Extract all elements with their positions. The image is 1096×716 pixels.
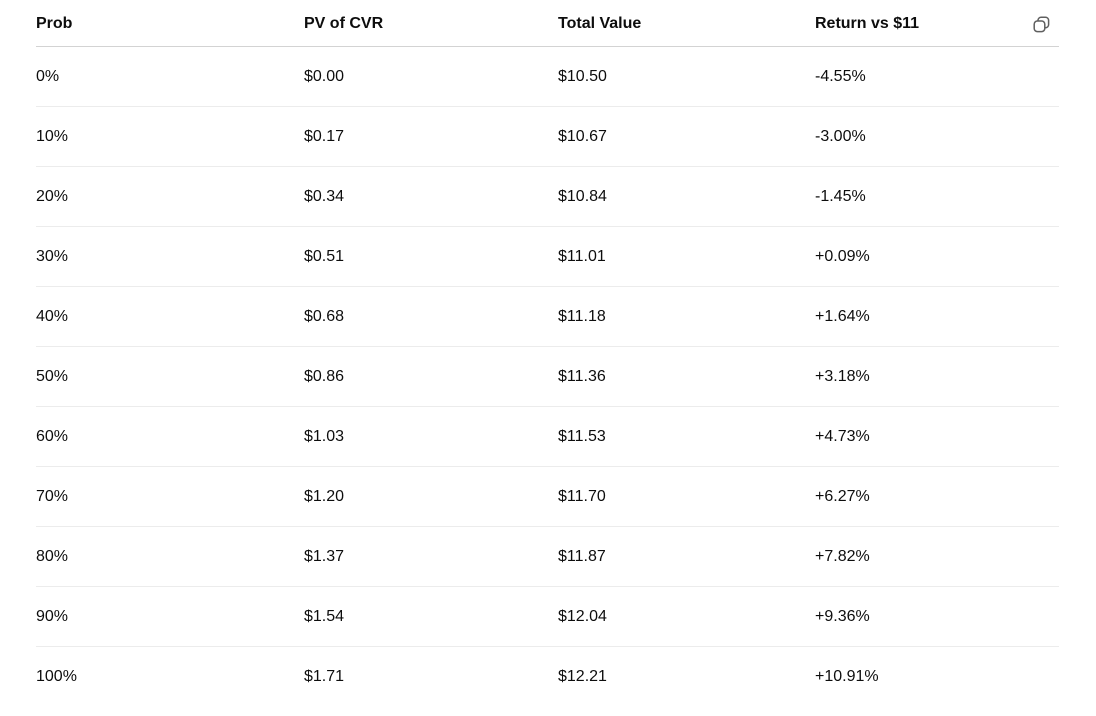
cell-pv-of-cvr: $1.54 bbox=[304, 586, 558, 647]
cell-prob: 0% bbox=[36, 46, 304, 107]
copy-icon bbox=[1032, 15, 1049, 32]
header-row: Prob PV of CVR Total Value Return vs $11 bbox=[36, 0, 1059, 47]
cell-return-vs-11: -4.55% bbox=[815, 46, 1059, 107]
cell-return-vs-11: +10.91% bbox=[815, 668, 879, 685]
column-header-total-value: Total Value bbox=[558, 0, 815, 47]
cell-return-vs-11: +4.73% bbox=[815, 406, 1059, 467]
cell-prob: 50% bbox=[36, 346, 304, 407]
table-row: 60% $1.03 $11.53 +4.73% bbox=[36, 406, 1059, 467]
cell-return-vs-11: -3.00% bbox=[815, 106, 1059, 167]
cell-pv-of-cvr: $1.03 bbox=[304, 406, 558, 467]
table-header: Prob PV of CVR Total Value Return vs $11 bbox=[36, 0, 1059, 47]
column-header-return-vs-11: Return vs $11 bbox=[815, 0, 1059, 47]
cell-total-value: $10.84 bbox=[558, 166, 815, 227]
table-row: 50% $0.86 $11.36 +3.18% bbox=[36, 346, 1059, 407]
cell-total-value: $11.36 bbox=[558, 346, 815, 407]
table-row: 80% $1.37 $11.87 +7.82% bbox=[36, 526, 1059, 587]
table-body: 0% $0.00 $10.50 -4.55% 10% $0.17 $10.67 … bbox=[36, 46, 1059, 707]
cell-prob: 100% bbox=[36, 668, 77, 685]
cell-return-vs-11: +6.27% bbox=[815, 466, 1059, 527]
table-row: 20% $0.34 $10.84 -1.45% bbox=[36, 166, 1059, 227]
table-row: 70% $1.20 $11.70 +6.27% bbox=[36, 466, 1059, 527]
cell-total-value: $10.50 bbox=[558, 46, 815, 107]
cell-return-vs-11: -1.45% bbox=[815, 166, 1059, 227]
copy-button[interactable] bbox=[1029, 12, 1053, 36]
cell-prob: 60% bbox=[36, 406, 304, 467]
cell-pv-of-cvr: $0.86 bbox=[304, 346, 558, 407]
table-row: 10% $0.17 $10.67 -3.00% bbox=[36, 106, 1059, 167]
cell-prob: 90% bbox=[36, 586, 304, 647]
cell-pv-of-cvr: $0.51 bbox=[304, 226, 558, 287]
column-header-pv-of-cvr: PV of CVR bbox=[304, 0, 558, 47]
cell-total-value: $11.53 bbox=[558, 406, 815, 467]
cell-return-vs-11: +7.82% bbox=[815, 526, 1059, 587]
cell-pv-of-cvr: $1.20 bbox=[304, 466, 558, 527]
cell-pv-of-cvr: $0.17 bbox=[304, 106, 558, 167]
cell-pv-of-cvr: $0.34 bbox=[304, 166, 558, 227]
table-row: 40% $0.68 $11.18 +1.64% bbox=[36, 286, 1059, 347]
cell-pv-of-cvr: $0.68 bbox=[304, 286, 558, 347]
cell-prob: 20% bbox=[36, 166, 304, 227]
table-row: 100% $1.71 $12.21 +10.91% bbox=[36, 647, 1059, 707]
cell-pv-of-cvr: $1.71 bbox=[304, 668, 345, 685]
cell-total-value: $12.21 bbox=[558, 668, 607, 685]
cell-return-vs-11: +9.36% bbox=[815, 586, 1059, 647]
cell-prob: 30% bbox=[36, 226, 304, 287]
cell-prob: 80% bbox=[36, 526, 304, 587]
cell-prob: 40% bbox=[36, 286, 304, 347]
cell-total-value: $11.70 bbox=[558, 466, 815, 527]
cell-return-vs-11: +3.18% bbox=[815, 346, 1059, 407]
cell-return-vs-11: +0.09% bbox=[815, 226, 1059, 287]
cell-return-vs-11: +1.64% bbox=[815, 286, 1059, 347]
cell-prob: 10% bbox=[36, 106, 304, 167]
table-row: 0% $0.00 $10.50 -4.55% bbox=[36, 46, 1059, 107]
cell-total-value: $12.04 bbox=[558, 586, 815, 647]
cell-total-value: $11.18 bbox=[558, 286, 815, 347]
table-card: Prob PV of CVR Total Value Return vs $11… bbox=[36, 0, 1059, 706]
table-row: 90% $1.54 $12.04 +9.36% bbox=[36, 586, 1059, 647]
cell-prob: 70% bbox=[36, 466, 304, 527]
cell-pv-of-cvr: $1.37 bbox=[304, 526, 558, 587]
cell-total-value: $11.01 bbox=[558, 226, 815, 287]
cell-total-value: $11.87 bbox=[558, 526, 815, 587]
table-row: 30% $0.51 $11.01 +0.09% bbox=[36, 226, 1059, 287]
column-header-prob: Prob bbox=[36, 0, 304, 47]
cell-total-value: $10.67 bbox=[558, 106, 815, 167]
cvr-value-table: Prob PV of CVR Total Value Return vs $11… bbox=[36, 0, 1059, 706]
cell-pv-of-cvr: $0.00 bbox=[304, 46, 558, 107]
